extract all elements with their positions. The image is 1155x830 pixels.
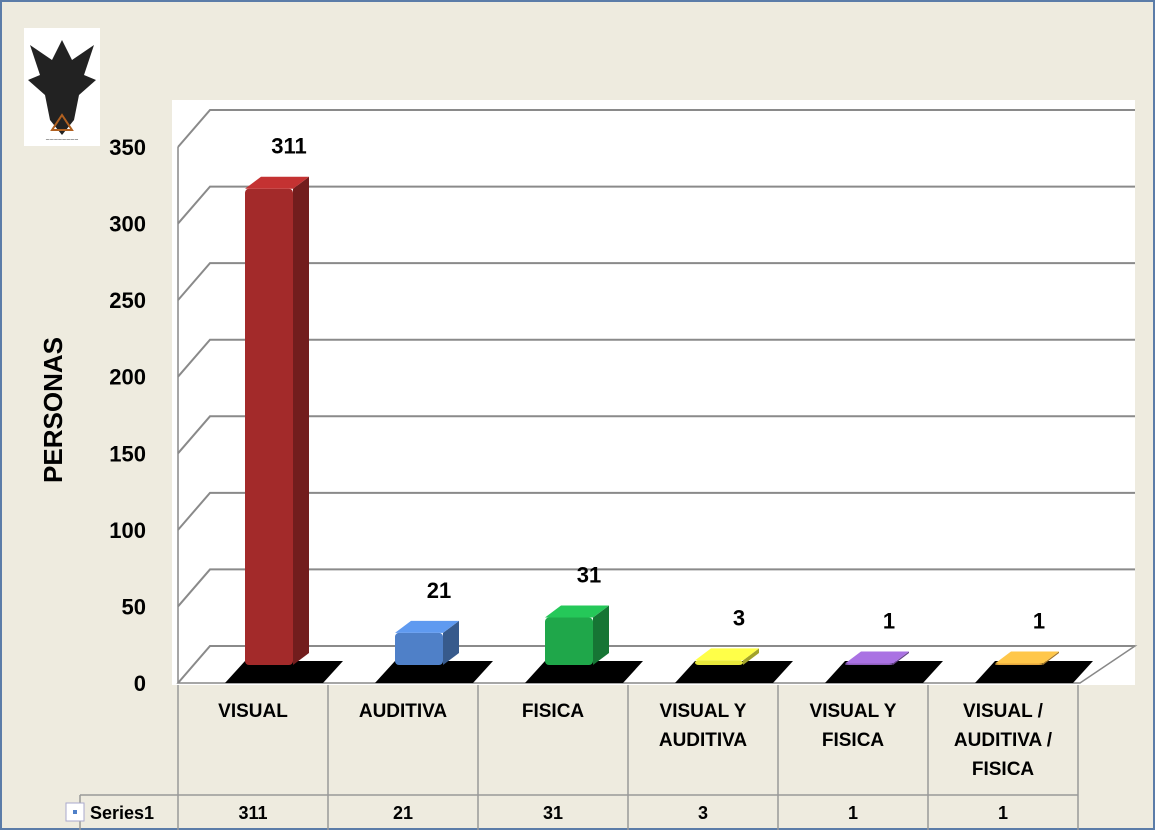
bar-top [545, 605, 609, 618]
bar-front [245, 188, 293, 665]
bar-top [695, 648, 759, 661]
bar-side [1043, 651, 1059, 665]
bar-side [893, 651, 909, 665]
bar [245, 176, 309, 665]
grid-line [177, 109, 1135, 148]
bar [395, 620, 459, 665]
data-label: 31 [577, 563, 601, 588]
grid-line [177, 568, 1135, 608]
x-tick-label: VISUAL [218, 701, 288, 722]
grid-line [177, 415, 1135, 454]
grid-line [177, 645, 1135, 684]
bar-top [995, 651, 1059, 664]
data-label: 21 [427, 578, 451, 603]
bar [695, 648, 759, 665]
y-axis-label: PERSONAS [38, 337, 68, 483]
bar-side [743, 648, 759, 665]
data-label: 1 [883, 608, 895, 633]
plot-area [172, 100, 1135, 685]
bar [995, 651, 1059, 665]
bar-side [293, 176, 309, 665]
bar-side [443, 620, 459, 665]
data-label: 311 [271, 134, 307, 159]
x-tick-label: AUDITIVA [358, 701, 448, 722]
svg-text:~~~~~~~~: ~~~~~~~~ [46, 137, 79, 144]
grid-line [177, 491, 1135, 531]
table-value: 311 [238, 803, 267, 823]
bar-top [245, 176, 309, 189]
y-tick-label: 350 [109, 135, 146, 160]
table-value: 3 [698, 803, 708, 823]
bar-shadow [225, 661, 343, 683]
y-tick-label: 150 [109, 441, 146, 466]
table-value: 21 [393, 803, 413, 823]
bar-shadow [825, 661, 943, 683]
y-tick-label: 300 [109, 212, 146, 237]
table-value: 1 [998, 803, 1008, 823]
y-tick-label: 100 [109, 518, 146, 543]
grid-line [177, 338, 1135, 378]
bar-shadow [375, 661, 493, 683]
x-tick-label: FISICA [521, 701, 585, 722]
bar-shadow [975, 661, 1093, 683]
x-tick-label: VISUAL Y FISICA [809, 701, 897, 751]
bar-side [593, 605, 609, 665]
bar-top [395, 620, 459, 633]
table-value: 31 [543, 803, 563, 823]
x-tick-label: VISUAL / AUDITIVA / FISICA [953, 701, 1053, 780]
grid-line [177, 262, 1135, 301]
data-label: 1 [1033, 608, 1045, 633]
bar-top [845, 651, 909, 664]
data-label: 3 [733, 605, 745, 630]
legend-key-dot [73, 810, 77, 814]
bar-shadow [525, 661, 643, 683]
bar-front [695, 660, 743, 665]
y-tick-label: 50 [122, 594, 146, 619]
bar-front [545, 617, 593, 665]
x-tick-label: VISUAL Y AUDITIVA [658, 701, 748, 751]
y-tick-label: 200 [109, 365, 146, 390]
logo: ~~~~~~~~ [24, 28, 100, 146]
y-tick-label: 0 [134, 671, 146, 696]
bar [545, 605, 609, 665]
bar-shadow [675, 661, 793, 683]
bar-front [845, 663, 893, 665]
bar [845, 651, 909, 665]
legend-label: Series1 [90, 803, 154, 823]
y-tick-label: 250 [109, 288, 146, 313]
table-value: 1 [848, 803, 858, 823]
grid-line [177, 185, 1135, 225]
bar-front [995, 663, 1043, 665]
bar-front [395, 632, 443, 665]
